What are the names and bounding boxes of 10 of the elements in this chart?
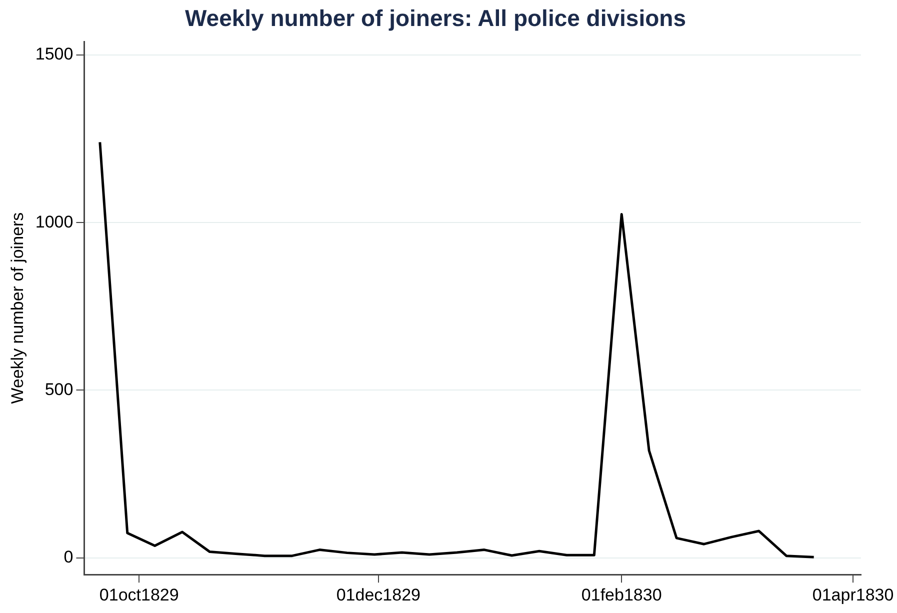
x-tick-label: 01oct1829 [99,585,179,604]
y-tick-label: 1500 [35,44,74,64]
y-tick-label: 500 [44,380,74,399]
y-tick-label: 1000 [35,212,74,232]
x-tick-label: 01apr1830 [812,585,894,604]
chart-title: Weekly number of joiners: All police divisions [184,5,686,32]
y-tick-label: 0 [64,548,74,567]
y-axis-title: Weekly number of joiners [8,212,27,404]
x-tick-label: 01dec1829 [336,585,420,604]
x-tick-label: 01feb1830 [581,585,662,604]
